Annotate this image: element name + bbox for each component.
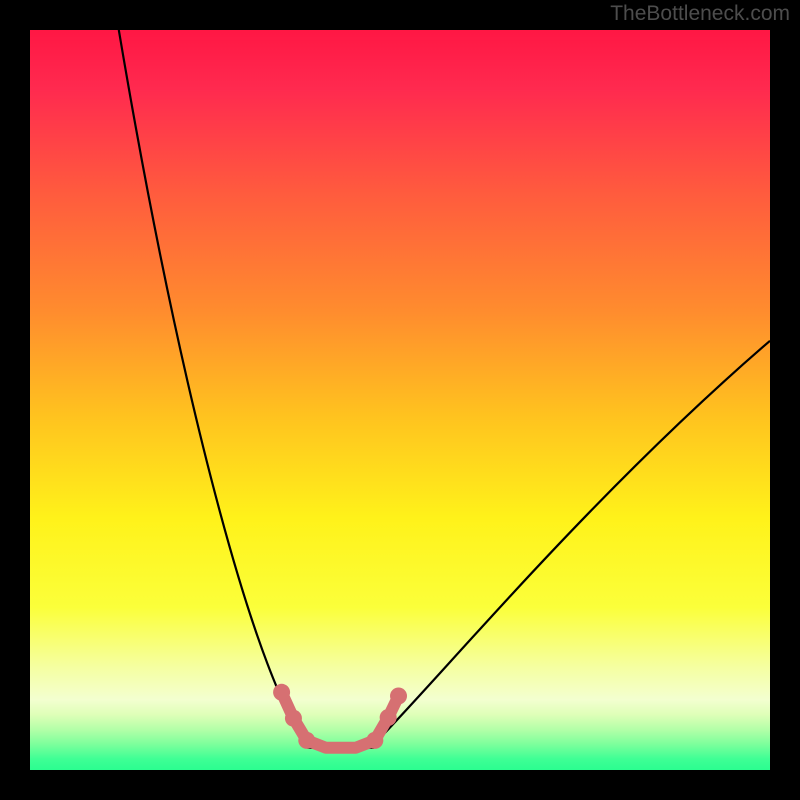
marker-dot: [285, 710, 302, 727]
marker-dot: [273, 684, 290, 701]
chart-container: TheBottleneck.com: [0, 0, 800, 800]
marker-dot: [366, 732, 383, 749]
watermark-label: TheBottleneck.com: [610, 2, 790, 26]
marker-dot: [390, 688, 407, 705]
marker-dot: [298, 732, 315, 749]
marker-dot: [380, 709, 397, 726]
bottleneck-chart-svg: [0, 0, 800, 800]
